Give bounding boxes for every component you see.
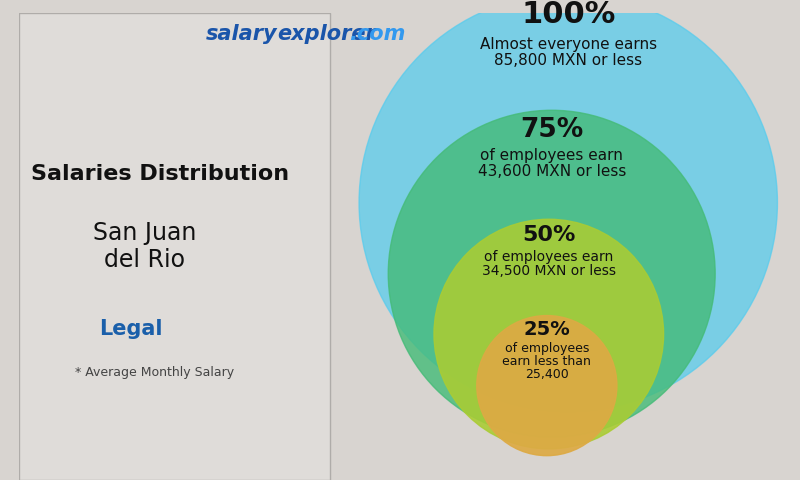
Text: salary: salary	[206, 24, 278, 44]
Text: 100%: 100%	[521, 0, 615, 29]
Text: 50%: 50%	[522, 225, 575, 245]
Circle shape	[434, 219, 664, 449]
Circle shape	[477, 315, 617, 456]
Text: 25%: 25%	[523, 320, 570, 339]
Text: 85,800 MXN or less: 85,800 MXN or less	[494, 53, 642, 69]
Text: of employees earn: of employees earn	[484, 250, 614, 264]
Text: of employees: of employees	[505, 342, 589, 355]
Circle shape	[359, 0, 778, 412]
Text: * Average Monthly Salary: * Average Monthly Salary	[75, 366, 234, 380]
Text: San Juan
del Rio: San Juan del Rio	[94, 221, 197, 272]
Text: Salaries Distribution: Salaries Distribution	[30, 164, 289, 183]
Text: earn less than: earn less than	[502, 355, 591, 368]
Text: of employees earn: of employees earn	[480, 148, 623, 163]
Circle shape	[388, 110, 715, 437]
Text: 75%: 75%	[520, 117, 583, 143]
Text: .com: .com	[350, 24, 406, 44]
Text: 43,600 MXN or less: 43,600 MXN or less	[478, 164, 626, 179]
Text: explorer: explorer	[278, 24, 376, 44]
Text: Legal: Legal	[98, 319, 162, 339]
Text: Almost everyone earns: Almost everyone earns	[480, 37, 657, 52]
Text: 25,400: 25,400	[525, 368, 569, 381]
Text: 34,500 MXN or less: 34,500 MXN or less	[482, 264, 616, 278]
FancyBboxPatch shape	[18, 13, 330, 480]
